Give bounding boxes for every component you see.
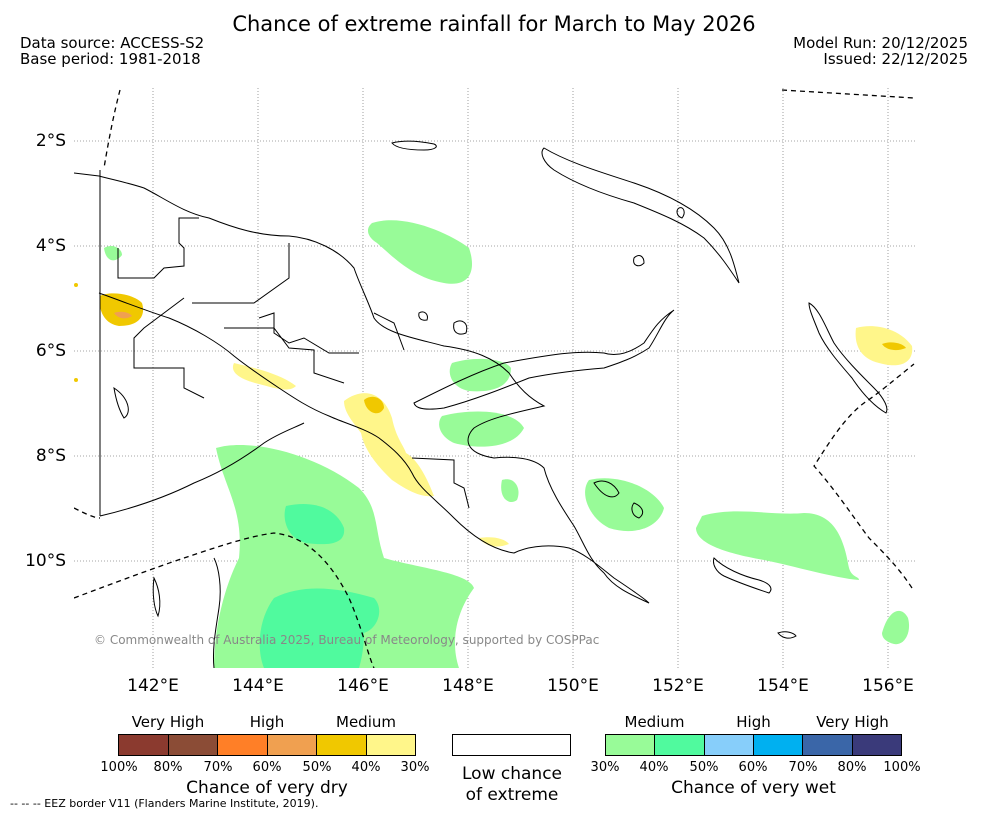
wet-level-medium: Medium (624, 713, 685, 731)
dry-tick: 80% (153, 760, 183, 775)
neutral-swatch (452, 734, 571, 756)
wet-regions (104, 220, 910, 668)
dry-tick: 30% (400, 760, 430, 775)
issued-date: Issued: 22/12/2025 (823, 50, 968, 68)
model-run: Model Run: 20/12/2025 (793, 34, 968, 52)
wet-swatch-1 (606, 735, 656, 755)
copyright-notice: © Commonwealth of Australia 2025, Bureau… (94, 633, 600, 647)
lat-label-6s: 6°S (35, 341, 66, 361)
wet-level-very-high: Very High (816, 713, 889, 731)
dry-tick: 40% (351, 760, 381, 775)
dry-tick: 60% (252, 760, 282, 775)
chart-title: Chance of extreme rainfall for March to … (232, 12, 756, 36)
lon-label-142e: 142°E (127, 676, 179, 696)
dry-swatch-1 (119, 735, 169, 755)
lon-label-150e: 150°E (547, 676, 599, 696)
dry-regions (74, 283, 913, 547)
wet-tick: 80% (837, 760, 867, 775)
base-period: Base period: 1981-2018 (20, 50, 201, 68)
wet-swatch-4 (753, 735, 804, 755)
lon-label-144e: 144°E (232, 676, 284, 696)
dry-swatch-2 (168, 735, 218, 755)
lon-label-154e: 154°E (757, 676, 809, 696)
lat-label-10s: 10°S (25, 551, 66, 571)
data-source: Data source: ACCESS-S2 (20, 34, 205, 52)
dry-level-high: High (249, 713, 285, 731)
wet-tick: 30% (590, 760, 620, 775)
wet-tick: 70% (788, 760, 818, 775)
lon-label-156e: 156°E (862, 676, 914, 696)
dry-level-very-high: Very High (131, 713, 205, 731)
coastlines (74, 140, 888, 668)
wet-level-high: High (736, 713, 771, 731)
rainfall-map (74, 88, 916, 668)
lon-label-146e: 146°E (337, 676, 389, 696)
dry-level-medium: Medium (336, 713, 396, 731)
wet-legend-title: Chance of very wet (671, 778, 836, 798)
dry-colorbar (118, 734, 416, 756)
wet-tick: 40% (639, 760, 669, 775)
eez-borders (74, 89, 915, 668)
lat-label-4s: 4°S (35, 236, 66, 256)
dry-swatch-4 (267, 735, 317, 755)
lat-label-2s: 2°S (35, 131, 66, 151)
neutral-legend-title-1: Low chance (462, 764, 562, 784)
wet-swatch-6 (852, 735, 901, 755)
wet-swatch-2 (655, 735, 705, 755)
dry-tick: 50% (302, 760, 332, 775)
wet-swatch-5 (803, 735, 853, 755)
dry-tick: 70% (203, 760, 233, 775)
dry-swatch-3 (218, 735, 268, 755)
neutral-legend-title-2: of extreme (465, 785, 559, 805)
wet-colorbar (605, 734, 902, 756)
eez-footnote: -- -- -- EEZ border V11 (Flanders Marine… (10, 797, 319, 810)
wet-swatch-3 (704, 735, 754, 755)
dry-swatch-5 (317, 735, 367, 755)
wet-tick: 60% (738, 760, 768, 775)
lon-label-152e: 152°E (652, 676, 704, 696)
dry-swatch-6 (366, 735, 415, 755)
lat-label-8s: 8°S (35, 446, 66, 466)
wet-tick: 100% (883, 760, 921, 775)
wet-tick: 50% (689, 760, 719, 775)
dry-tick: 100% (100, 760, 138, 775)
dry-legend-title: Chance of very dry (186, 778, 348, 798)
lon-label-148e: 148°E (442, 676, 494, 696)
